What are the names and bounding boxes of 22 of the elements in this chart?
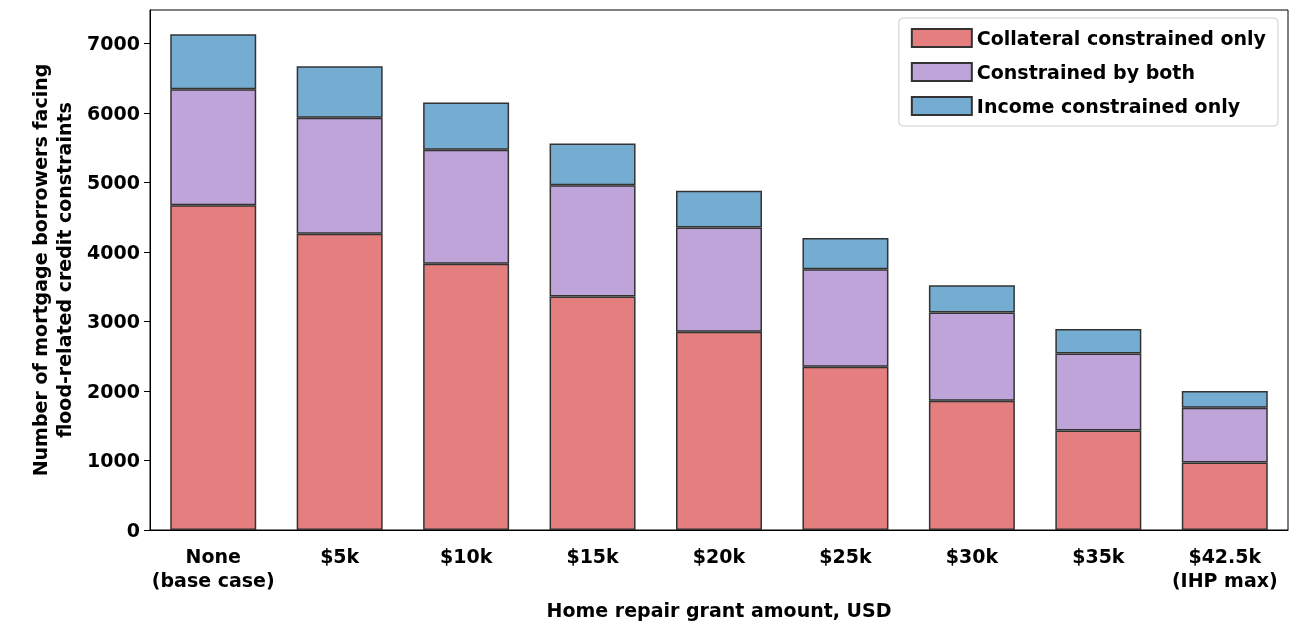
- y-tick-label: 1000: [87, 449, 140, 472]
- x-tick-label: $35k: [1072, 545, 1125, 567]
- x-tick-label: $42.5k (IHP max): [1171, 545, 1278, 591]
- x-tick-label: $15k: [566, 545, 620, 567]
- y-tick-label: 7000: [87, 32, 140, 55]
- y-axis-title: Number of mortgage borrowers facing flood-related credit constraints: [29, 63, 76, 477]
- x-tick-label: $5k: [320, 545, 360, 567]
- y-tick-label: 2000: [87, 379, 140, 402]
- x-axis-title: Home repair grant amount, USD: [546, 598, 892, 621]
- y-tick-label: 5000: [87, 171, 140, 194]
- legend-label: Income constrained only: [976, 95, 1241, 117]
- legend-label: Constrained by both: [976, 61, 1195, 83]
- y-tick-label: 6000: [87, 101, 140, 124]
- x-tick-label: $30k: [945, 545, 999, 567]
- x-tick-label: None (base case): [151, 545, 275, 591]
- y-tick-label: 0: [126, 519, 140, 541]
- x-tick-label: $10k: [439, 545, 493, 567]
- legend-label: Collateral constrained only: [976, 27, 1267, 49]
- y-tick-label: 3000: [87, 310, 140, 333]
- y-tick-label: 4000: [87, 240, 140, 263]
- x-tick-label: $25k: [819, 545, 872, 567]
- x-tick-label: $20k: [692, 545, 746, 567]
